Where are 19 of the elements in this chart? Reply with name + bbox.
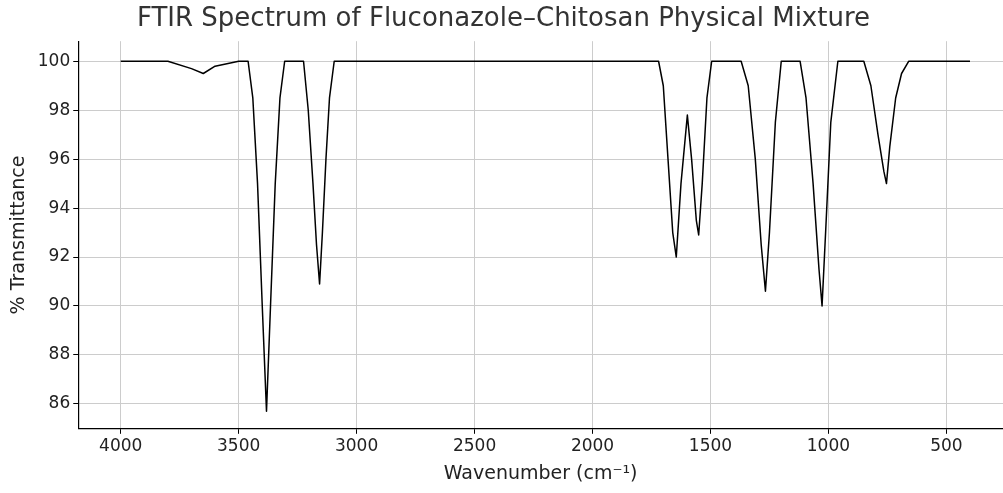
chart-title: FTIR Spectrum of Fluconazole–Chitosan Physical Mixture — [136, 2, 871, 33]
x-tick-label: 4000 — [99, 435, 143, 456]
y-tick-label: 96 — [48, 147, 71, 168]
y-tick-label: 88 — [48, 343, 71, 364]
x-axis-title: Wavenumber (cm⁻¹) — [443, 460, 638, 483]
x-tick-label: 3000 — [334, 435, 379, 456]
x-tick-label: 3500 — [217, 435, 261, 456]
y-tick-label: 98 — [48, 98, 71, 119]
y-tick-label: 92 — [48, 245, 71, 266]
y-tick-label: 100 — [37, 49, 71, 70]
y-tick-label: 86 — [48, 392, 71, 413]
x-tick-label: 500 — [930, 435, 963, 456]
x-tick-label: 1500 — [688, 435, 733, 456]
x-tick-label: 1000 — [806, 435, 851, 456]
y-tick-label: 90 — [48, 294, 71, 315]
x-tick-label: 2000 — [570, 435, 615, 456]
y-axis-title: % Transmittance — [6, 155, 29, 315]
y-tick-label: 94 — [48, 196, 71, 217]
x-tick-label: 2500 — [452, 435, 497, 456]
